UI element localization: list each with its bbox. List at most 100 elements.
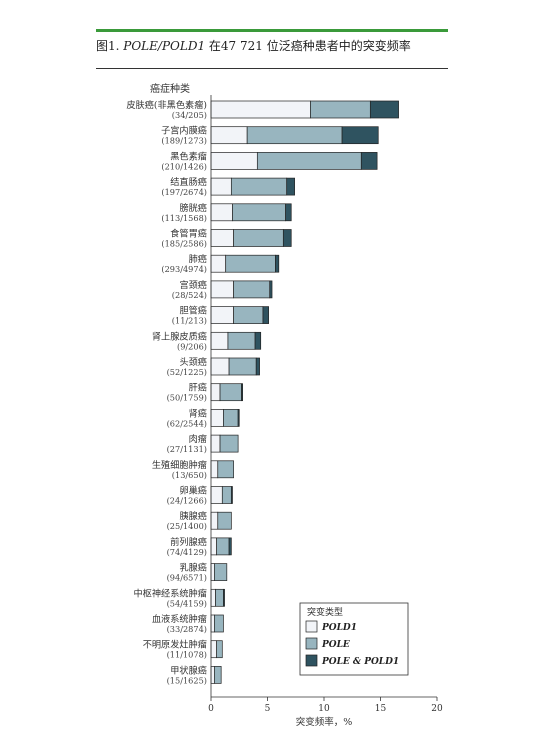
category-count: (27/1131)	[167, 444, 207, 454]
category-count: (9/206)	[177, 341, 207, 351]
bar-segment-both	[262, 306, 269, 324]
bar-segment-pold1	[210, 177, 232, 196]
category-count: (11/213)	[172, 316, 207, 326]
category-label: 肾上腺皮质癌	[152, 330, 207, 342]
category-label: 胰腺癌	[179, 510, 207, 522]
x-tick-label: 20	[431, 704, 443, 714]
category-count: (11/1078)	[167, 650, 207, 660]
category-count: (33/2874)	[167, 624, 207, 634]
category-count: (185/2586)	[161, 239, 207, 249]
bar-segment-pole	[219, 434, 239, 453]
legend-swatch	[305, 654, 318, 667]
bar-segment-pold1	[210, 254, 227, 273]
category-count: (15/1625)	[167, 675, 207, 685]
bar-segment-pold1	[210, 666, 215, 684]
bar-segment-pold1	[210, 409, 224, 427]
category-label: 皮肤癌(非黑色素瘤)	[126, 99, 207, 111]
category-count: (34/205)	[172, 110, 207, 120]
category-label: 黑色素瘤	[170, 150, 207, 162]
bar-segment-pold1	[210, 357, 230, 376]
bar-segment-pole	[221, 486, 232, 504]
bar-segment-pole	[225, 254, 276, 273]
category-count: (113/1568)	[161, 213, 207, 223]
bar-segment-pole	[216, 640, 223, 659]
x-tick-label: 15	[375, 704, 387, 714]
category-label: 中枢神经系统肿瘤	[134, 587, 208, 599]
x-tick-label: 5	[265, 704, 271, 714]
category-label: 甲状腺癌	[170, 664, 207, 676]
bar-segment-pole	[219, 383, 242, 402]
category-label: 宫颈癌	[179, 279, 207, 291]
bar-segment-both	[255, 357, 260, 376]
category-label: 结直肠癌	[170, 176, 207, 188]
category-label: 胆管癌	[179, 305, 207, 317]
legend-box	[299, 602, 409, 676]
legend-label: POLE & POLD1	[321, 657, 399, 667]
bar-segment-pole	[233, 306, 264, 324]
category-count: (210/1426)	[161, 161, 207, 171]
legend-title: 突变类型	[307, 606, 343, 618]
bar-segment-pold1	[210, 537, 218, 556]
bar-segment-pole	[217, 511, 232, 530]
legend-swatch	[305, 637, 318, 650]
bar-segment-pold1	[210, 588, 216, 607]
x-tick-label: 10	[318, 704, 330, 714]
category-count: (25/1400)	[167, 521, 207, 531]
bar-segment-pold1	[210, 229, 234, 247]
bar-segment-pole	[228, 357, 257, 376]
category-count: (24/1266)	[167, 496, 207, 506]
bar-segment-pold1	[210, 383, 221, 402]
bar-segment-pold1	[210, 203, 233, 222]
category-label: 血液系统肿瘤	[152, 613, 207, 625]
bar-segment-pold1	[210, 280, 234, 299]
category-label: 乳腺癌	[179, 562, 207, 574]
figure-title-gene: POLE/POLD1	[123, 39, 206, 53]
bar-segment-pole	[233, 229, 284, 247]
figure-title-prefix: 图1.	[96, 39, 124, 53]
bar-segment-pold1	[210, 460, 219, 479]
bar-segment-pole	[215, 588, 224, 607]
bar-segment-both	[230, 486, 233, 504]
bar-segment-pold1	[210, 100, 311, 119]
category-count: (293/4974)	[161, 264, 207, 274]
bar-segment-pold1	[210, 126, 248, 145]
category-label: 肺癌	[189, 253, 207, 265]
legend-swatch	[305, 620, 318, 633]
category-count: (54/4159)	[167, 598, 207, 608]
bar-segment-pold1	[210, 614, 215, 633]
bar-segment-both	[285, 203, 292, 222]
bar-segment-both	[269, 280, 273, 299]
bar-segment-pole	[217, 460, 234, 479]
bar-segment-pole	[256, 152, 362, 170]
bar-segment-both	[241, 383, 243, 402]
figure-title: 图1. POLE/POLD1 在47 721 位泛癌种患者中的突变频率	[96, 37, 411, 54]
category-label: 肉瘤	[189, 433, 207, 445]
bar-segment-pold1	[210, 640, 218, 659]
bar-segment-both	[282, 229, 292, 247]
bar-segment-both	[254, 331, 262, 350]
category-count: (28/524)	[172, 290, 207, 300]
bar-segment-pole	[232, 203, 286, 222]
title-accent-rule	[96, 29, 448, 32]
bar-segment-pole	[310, 100, 371, 119]
category-count: (197/2674)	[161, 187, 207, 197]
bar-segment-pold1	[210, 152, 258, 170]
bar-segment-pold1	[210, 434, 221, 453]
category-label: 头颈癌	[179, 356, 207, 368]
category-label: 子宫内膜癌	[161, 125, 207, 137]
category-count: (94/6571)	[167, 573, 207, 583]
bar-segment-pole	[214, 563, 228, 581]
category-label: 食管胃癌	[170, 228, 207, 240]
category-label: 膀胱癌	[179, 202, 207, 214]
bar-segment-both	[341, 126, 379, 145]
bar-segment-pole	[223, 409, 239, 427]
bar-segment-both	[228, 537, 232, 556]
category-label: 肾癌	[189, 407, 207, 419]
title-underline-rule	[96, 68, 448, 69]
bar-segment-both	[223, 588, 225, 607]
bar-segment-both	[369, 100, 399, 119]
legend-label: POLE	[321, 640, 350, 650]
x-axis-label: 突变频率，%	[296, 716, 353, 728]
bar-segment-pole	[230, 177, 288, 196]
